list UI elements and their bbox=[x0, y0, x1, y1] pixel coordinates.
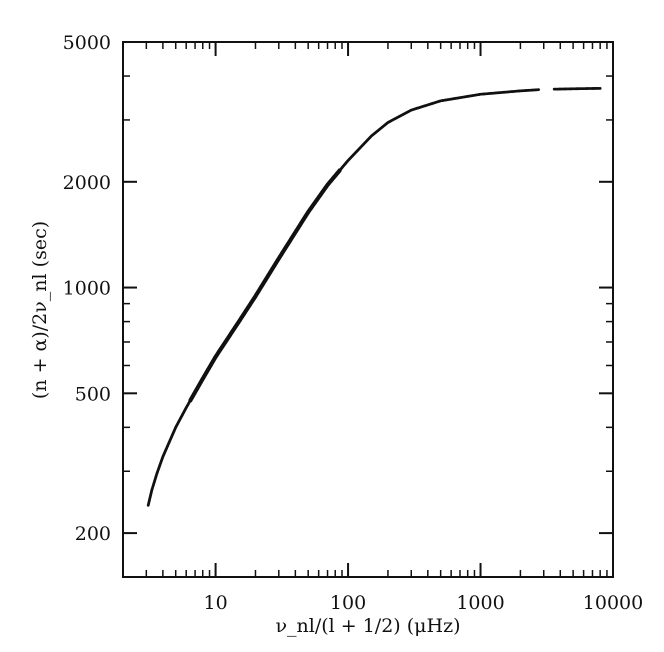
y-tick-label: 5000 bbox=[63, 32, 111, 54]
minor-ticks bbox=[122, 41, 613, 577]
data-point bbox=[598, 86, 602, 90]
x-tick-label: 10000 bbox=[583, 592, 643, 614]
y-tick-label: 200 bbox=[75, 523, 111, 545]
y-tick-label: 500 bbox=[75, 383, 111, 405]
x-axis-label: ν_nl/(l + 1/2) (μHz) bbox=[275, 615, 460, 637]
y-axis-label: (n + α)/2ν_nl (sec) bbox=[29, 221, 51, 399]
data-points bbox=[146, 86, 602, 507]
x-axis: 10 100 1000 10000 bbox=[203, 42, 643, 614]
y-tick-label: 1000 bbox=[63, 278, 111, 300]
x-tick-label: 1000 bbox=[456, 592, 504, 614]
y-tick-label: 2000 bbox=[63, 172, 111, 194]
y-axis: 200 500 1000 2000 5000 bbox=[63, 32, 613, 545]
plot-frame bbox=[122, 41, 614, 578]
x-tick-label: 10 bbox=[203, 592, 227, 614]
data-point bbox=[537, 88, 540, 92]
x-tick-label: 100 bbox=[330, 592, 366, 614]
